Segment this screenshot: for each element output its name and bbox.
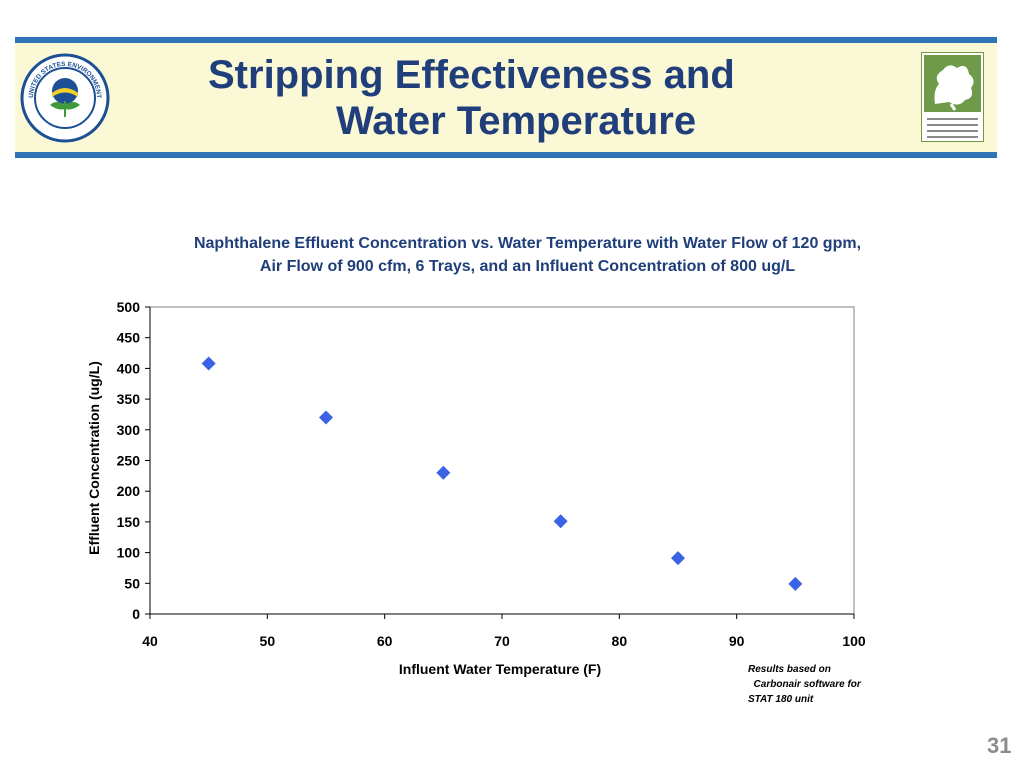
y-tick-label: 150 [117, 514, 141, 530]
mass-dep-logo [921, 52, 984, 142]
chart-title: Naphthalene Effluent Concentration vs. W… [60, 232, 995, 278]
x-tick-label: 90 [729, 633, 745, 649]
data-point [671, 551, 685, 566]
banner-bottom-bar [15, 152, 997, 158]
x-tick-label: 100 [842, 633, 866, 649]
x-tick-label: 40 [142, 633, 158, 649]
y-tick-label: 400 [117, 360, 141, 376]
y-tick-label: 100 [117, 545, 141, 561]
y-tick-label: 450 [117, 330, 141, 346]
data-point [553, 514, 568, 529]
plot-area [149, 306, 855, 615]
page-number: 31 [987, 733, 1012, 758]
banner-body [15, 43, 997, 152]
chart-title-line2: Air Flow of 900 cfm, 6 Trays, and an Inf… [259, 258, 796, 275]
slide-title-line1: Stripping Effectiveness and [208, 53, 735, 97]
footnote: Results based on Carbonair software for … [748, 662, 861, 707]
data-point [788, 576, 803, 591]
slide-title-line2: Water Temperature [336, 99, 697, 143]
y-tick-label: 350 [117, 391, 141, 407]
epa-seal-logo: UNITED STATES ENVIRONMENTAL PROTECTION A… [20, 53, 110, 143]
footnote-line3: STAT 180 unit [748, 694, 814, 705]
footnote-line1: Results based on [748, 664, 831, 675]
chart-title-line1: Naphthalene Effluent Concentration vs. W… [193, 235, 862, 252]
footnote-line2: Carbonair software for [748, 679, 861, 690]
banner-top-bar [15, 37, 997, 43]
header-banner [15, 37, 997, 162]
x-axis-label: Influent Water Temperature (F) [398, 661, 602, 677]
x-tick-label: 80 [612, 633, 628, 649]
y-tick-label: 0 [132, 606, 140, 622]
x-tick-label: 70 [494, 633, 510, 649]
y-axis-label: Effluent Concentration (ug/L) [86, 361, 102, 555]
data-point [201, 356, 216, 371]
y-tick-label: 50 [124, 575, 140, 591]
y-tick-label: 300 [117, 422, 141, 438]
y-tick-label: 500 [117, 299, 141, 315]
y-tick-label: 250 [117, 453, 141, 469]
x-tick-label: 60 [377, 633, 393, 649]
data-point [436, 465, 451, 480]
x-tick-label: 50 [260, 633, 276, 649]
y-tick-label: 200 [117, 483, 141, 499]
data-point [319, 410, 333, 425]
